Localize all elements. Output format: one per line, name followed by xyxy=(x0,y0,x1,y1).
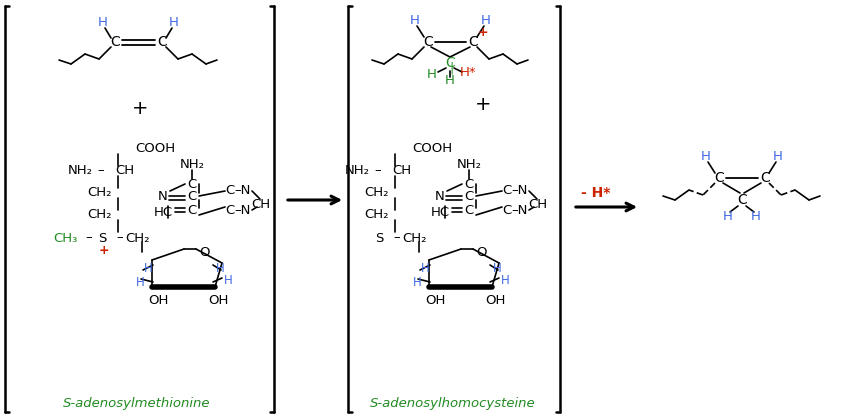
Text: S: S xyxy=(375,232,383,245)
Text: H: H xyxy=(750,209,760,222)
Text: C: C xyxy=(187,178,196,191)
Text: CH₂: CH₂ xyxy=(88,209,112,222)
Text: +: + xyxy=(477,25,487,38)
Text: S-adenosylhomocysteine: S-adenosylhomocysteine xyxy=(369,397,536,410)
Text: H: H xyxy=(410,13,419,26)
Text: –N: –N xyxy=(234,184,251,197)
Text: CH₂: CH₂ xyxy=(402,232,427,245)
Text: H: H xyxy=(480,13,491,26)
Text: NH₂: NH₂ xyxy=(456,158,481,171)
Text: OH: OH xyxy=(424,293,444,306)
Text: +: + xyxy=(98,244,109,257)
Text: C: C xyxy=(464,204,473,217)
Text: C: C xyxy=(444,56,455,70)
Text: +: + xyxy=(132,99,148,117)
Text: H: H xyxy=(98,15,108,28)
Text: C: C xyxy=(464,178,473,191)
Text: –: – xyxy=(375,165,381,178)
Text: H: H xyxy=(223,275,232,288)
Text: H*: H* xyxy=(459,66,476,79)
Text: –N: –N xyxy=(511,184,528,197)
Text: NH₂: NH₂ xyxy=(67,165,92,178)
Text: –: – xyxy=(116,232,123,245)
Text: H: H xyxy=(444,74,455,87)
Text: C: C xyxy=(423,35,432,49)
Text: H: H xyxy=(215,262,224,275)
Text: C: C xyxy=(157,35,167,49)
Text: H: H xyxy=(700,150,710,163)
Text: OH: OH xyxy=(147,293,168,306)
Text: HC: HC xyxy=(430,206,449,219)
Text: C: C xyxy=(736,193,746,207)
Text: H: H xyxy=(722,209,732,222)
Text: CH₂: CH₂ xyxy=(364,209,389,222)
Text: CH₂: CH₂ xyxy=(126,232,150,245)
Text: C: C xyxy=(464,189,473,202)
Text: C: C xyxy=(225,204,234,217)
Text: - H*: - H* xyxy=(580,186,610,200)
Text: |: | xyxy=(449,61,454,74)
Text: H: H xyxy=(492,262,501,275)
Text: C: C xyxy=(468,35,477,49)
Text: H: H xyxy=(500,275,509,288)
Text: H: H xyxy=(772,150,782,163)
Text: NH₂: NH₂ xyxy=(344,165,369,178)
Text: CH: CH xyxy=(392,165,411,178)
Text: OH: OH xyxy=(484,293,505,306)
Text: –: – xyxy=(393,232,400,245)
Text: N: N xyxy=(158,189,168,202)
Text: H: H xyxy=(135,275,144,288)
Text: –N: –N xyxy=(511,204,528,217)
Text: HC: HC xyxy=(153,206,172,219)
Text: –: – xyxy=(97,165,104,178)
Text: CH: CH xyxy=(115,165,134,178)
Text: H: H xyxy=(420,262,429,275)
Text: –N: –N xyxy=(234,204,251,217)
Text: C: C xyxy=(502,184,511,197)
Text: COOH: COOH xyxy=(412,142,452,155)
Text: H: H xyxy=(144,262,152,275)
Text: C: C xyxy=(502,204,511,217)
Text: O: O xyxy=(476,247,486,260)
Text: H: H xyxy=(412,275,421,288)
Text: C: C xyxy=(225,184,234,197)
Text: –: – xyxy=(85,232,92,245)
Text: CH₂: CH₂ xyxy=(88,186,112,199)
Text: H: H xyxy=(426,69,437,82)
Text: CH₂: CH₂ xyxy=(364,186,389,199)
Text: S: S xyxy=(97,232,106,245)
Text: N: N xyxy=(435,189,444,202)
Text: NH₂: NH₂ xyxy=(179,158,204,171)
Text: S-adenosylmethionine: S-adenosylmethionine xyxy=(63,397,210,410)
Text: C: C xyxy=(187,189,196,202)
Text: O: O xyxy=(200,247,210,260)
Text: C: C xyxy=(713,171,723,185)
Text: CH: CH xyxy=(528,199,547,212)
Text: +: + xyxy=(474,95,491,115)
Text: CH: CH xyxy=(251,199,270,212)
Text: H: H xyxy=(169,15,179,28)
Text: OH: OH xyxy=(208,293,228,306)
Text: C: C xyxy=(759,171,769,185)
Text: C: C xyxy=(187,204,196,217)
Text: C: C xyxy=(110,35,120,49)
Text: COOH: COOH xyxy=(135,142,175,155)
Text: CH₃: CH₃ xyxy=(53,232,77,245)
